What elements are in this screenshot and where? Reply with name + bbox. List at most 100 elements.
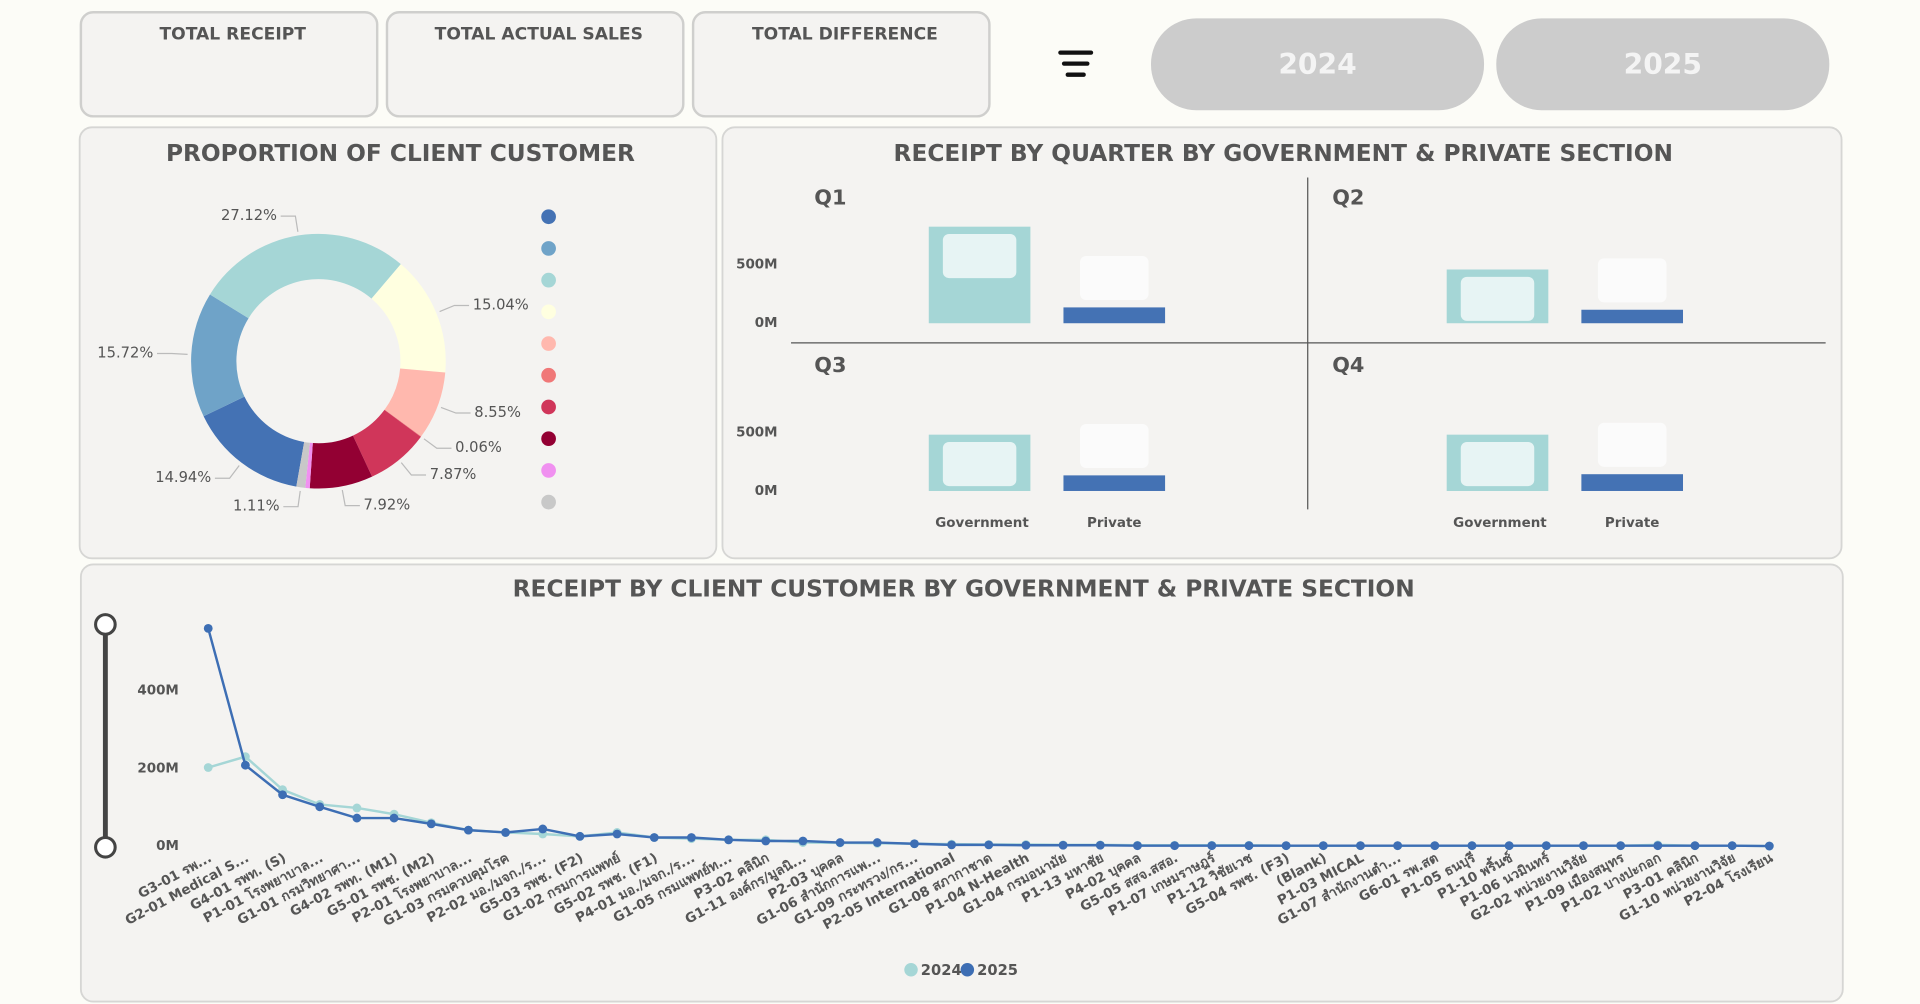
point	[389, 813, 399, 823]
legend-swatch	[541, 209, 556, 225]
kpi-card	[79, 11, 379, 118]
legend-swatch	[541, 431, 556, 447]
legend-swatch	[541, 272, 556, 288]
point	[203, 623, 213, 633]
year-button[interactable]: 2024	[1151, 18, 1485, 111]
legend-swatch	[960, 962, 975, 977]
y-tick-label: 0M	[156, 839, 179, 854]
year-button-label[interactable]: 2025	[1624, 48, 1702, 81]
leader-line	[423, 438, 452, 449]
y-tick-label: 400M	[137, 684, 178, 699]
zoom-slider[interactable]	[94, 613, 117, 859]
data-label: 7.87%	[430, 466, 477, 483]
y-tick-label: 500M	[736, 425, 777, 440]
point	[835, 838, 845, 847]
point	[240, 760, 250, 770]
data-label-box	[942, 234, 1017, 279]
point	[575, 831, 585, 841]
point	[1504, 841, 1514, 851]
data-label-box	[1079, 255, 1149, 301]
data-label-box	[1460, 276, 1535, 321]
bar	[1063, 475, 1166, 491]
data-label: 14.94%	[155, 469, 211, 486]
point	[1058, 840, 1068, 850]
point	[203, 763, 213, 772]
legend-label: 2024	[921, 962, 962, 979]
y-tick-label: 200M	[137, 761, 178, 776]
point	[1207, 841, 1217, 851]
point	[724, 835, 733, 845]
legend-swatch	[904, 962, 918, 977]
legend-swatch	[541, 494, 556, 510]
data-label: 8.55%	[474, 404, 521, 421]
leader-line	[440, 406, 471, 414]
data-label: 27.12%	[221, 207, 277, 224]
point	[352, 813, 362, 823]
donut-slice	[309, 435, 373, 489]
point	[649, 833, 659, 842]
kpi-card	[385, 11, 685, 118]
data-label: 15.72%	[97, 345, 153, 362]
chart-title: PROPORTION OF CLIENT CUSTOMER	[166, 140, 635, 167]
point	[352, 803, 362, 813]
point	[910, 839, 919, 849]
data-label-box	[942, 442, 1017, 487]
point	[761, 836, 771, 846]
point	[1095, 840, 1105, 850]
point	[501, 828, 510, 837]
legend-swatch	[541, 463, 556, 478]
point	[687, 833, 696, 842]
point	[1393, 841, 1403, 851]
filter-icon[interactable]	[1058, 50, 1094, 77]
x-tick-label: Private	[1605, 516, 1660, 531]
panel-title: Q4	[1332, 353, 1364, 377]
point	[1727, 841, 1737, 851]
data-label: 0.06%	[455, 439, 502, 456]
donut-slice	[296, 441, 310, 488]
leader-line	[439, 304, 470, 313]
bar	[1581, 309, 1684, 324]
point	[1764, 841, 1774, 851]
point	[1579, 841, 1588, 851]
panel	[78, 126, 718, 560]
data-label-box	[1079, 423, 1149, 469]
legend-swatch	[541, 367, 556, 383]
legend-swatch	[541, 304, 556, 320]
legend-label: 2025	[977, 962, 1018, 979]
point	[1653, 841, 1663, 851]
year-button[interactable]: 2025	[1496, 18, 1830, 111]
point	[278, 790, 287, 800]
kpi-title: TOTAL DIFFERENCE	[752, 24, 938, 44]
year-button-label[interactable]: 2024	[1278, 48, 1356, 81]
data-label: 15.04%	[473, 296, 529, 313]
point	[1356, 841, 1365, 851]
leader-line	[280, 215, 299, 232]
chart-title: RECEIPT BY QUARTER BY GOVERNMENT & PRIVA…	[894, 140, 1673, 167]
panel	[79, 563, 1844, 1003]
bar	[1581, 474, 1684, 491]
donut-slice	[305, 442, 313, 489]
kpi-title: TOTAL RECEIPT	[159, 24, 306, 44]
point	[1244, 841, 1254, 851]
leader-line	[400, 462, 427, 476]
donut-slice	[191, 294, 249, 417]
donut-slice	[384, 409, 422, 437]
legend-swatch	[541, 241, 556, 256]
point	[426, 819, 436, 829]
point	[1616, 841, 1626, 851]
point	[315, 802, 325, 812]
legend-swatch	[541, 399, 556, 415]
data-label-box	[1597, 258, 1667, 303]
point	[538, 824, 548, 834]
point	[984, 840, 994, 850]
point	[1318, 841, 1328, 851]
x-tick-label: Government	[935, 516, 1029, 531]
point	[1430, 841, 1440, 851]
y-tick-label: 0M	[755, 484, 778, 499]
legend-swatch	[541, 336, 556, 351]
panel-title: Q1	[814, 185, 846, 209]
leader-line	[214, 465, 240, 479]
kpi-card	[691, 11, 991, 118]
